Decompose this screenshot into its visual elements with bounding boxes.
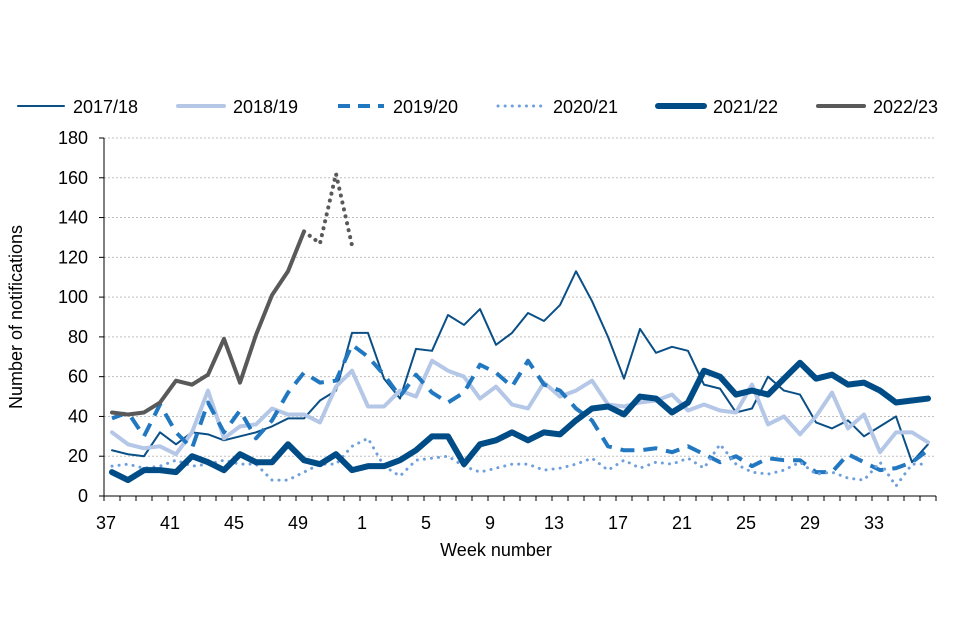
x-tick-label: 49 [288, 513, 308, 533]
x-tick-label: 13 [544, 513, 564, 533]
x-tick-label: 25 [736, 513, 756, 533]
y-tick-label: 40 [68, 406, 88, 426]
legend: 2017/18 2018/19 2019/20 2020/21 2021/22 2022/… [17, 97, 938, 117]
legend-label: 2021/22 [713, 97, 778, 117]
y-tick-label: 80 [68, 327, 88, 347]
legend-label: 2017/18 [73, 97, 138, 117]
series-line-2021-22 [109, 359, 931, 484]
x-tick-label: 45 [224, 513, 244, 533]
legend-label: 2019/20 [393, 97, 458, 117]
y-tick-label: 100 [58, 287, 88, 307]
y-tick-label: 20 [68, 446, 88, 466]
x-tick-label: 41 [160, 513, 180, 533]
series-line-provisional-2022-23 [302, 171, 354, 248]
series-line-2020-21 [110, 436, 930, 488]
y-tick-label: 120 [58, 247, 88, 267]
x-tick-label: 5 [421, 513, 431, 533]
y-tick-label: 0 [78, 486, 88, 506]
series-line-2022-23 [110, 229, 306, 417]
legend-label: 2018/19 [233, 97, 298, 117]
x-tick-label: 17 [608, 513, 628, 533]
series-lines [109, 171, 931, 488]
legend-label: 2020/21 [553, 97, 618, 117]
x-tick-label: 37 [96, 513, 116, 533]
x-axis-label: Week number [440, 540, 552, 560]
axes: 0 20 40 60 80 100 120 140 160 180 37 41 45 49 1 5 9 13 17 2… [58, 128, 937, 533]
series-line-2017-18 [111, 270, 929, 464]
y-axis-label: Number of notifications [6, 225, 26, 409]
x-tick-label: 9 [485, 513, 495, 533]
y-tick-label: 180 [58, 128, 88, 148]
y-tick-label: 140 [58, 208, 88, 228]
legend-label: 2022/23 [873, 97, 938, 117]
x-tick-label: 1 [357, 513, 367, 533]
x-tick-label: 21 [672, 513, 692, 533]
x-tick-label: 33 [864, 513, 884, 533]
y-tick-label: 160 [58, 168, 88, 188]
x-tick-label: 29 [800, 513, 820, 533]
y-tick-label: 60 [68, 367, 88, 387]
series-line-2019-20 [111, 342, 930, 475]
